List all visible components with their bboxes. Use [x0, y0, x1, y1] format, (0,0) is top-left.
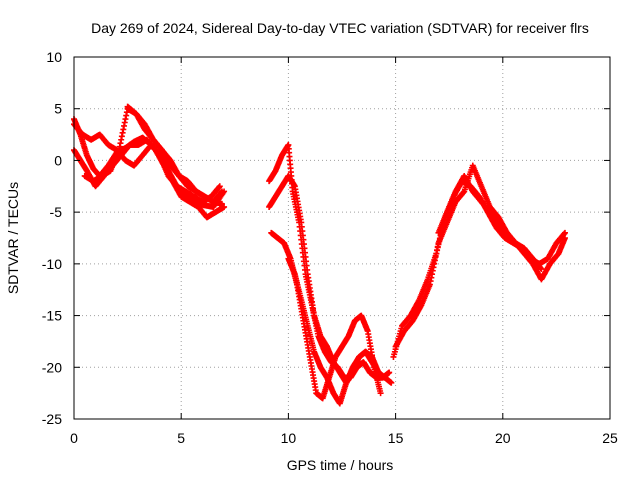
chart-title: Day 269 of 2024, Sidereal Day-to-day VTE…: [91, 20, 589, 36]
x-tick-label: 0: [70, 430, 78, 446]
data-point: [218, 200, 225, 207]
data-point: [216, 183, 223, 190]
x-tick-label: 20: [495, 430, 511, 446]
y-tick-label: 10: [46, 49, 62, 65]
grid: [74, 57, 610, 419]
data-point: [381, 374, 388, 381]
y-axis-label: SDTVAR / TECUs: [5, 182, 21, 294]
y-tick-label: -20: [42, 359, 62, 375]
x-tick-label: 5: [177, 430, 185, 446]
data-point: [218, 188, 225, 195]
x-tick-label: 10: [281, 430, 297, 446]
data-point: [561, 235, 568, 241]
x-tick-label: 15: [388, 430, 404, 446]
y-tick-label: -25: [42, 411, 62, 427]
y-tick-label: 5: [54, 101, 62, 117]
data-point: [386, 369, 393, 376]
data-point: [388, 379, 395, 386]
axis-ticks: [73, 56, 611, 420]
y-tick-label: -15: [42, 308, 62, 324]
x-axis-label: GPS time / hours: [287, 457, 394, 473]
data-point: [538, 266, 545, 273]
data-point: [221, 203, 228, 210]
series-points: [71, 103, 568, 407]
data-point: [377, 390, 384, 397]
y-tick-label: 0: [54, 152, 62, 168]
y-tick-labels: 10 5 0 -5 -10 -15 -20 -25: [42, 49, 62, 427]
x-tick-label: 25: [602, 430, 618, 446]
plot-frame: [73, 56, 611, 420]
y-tick-label: -5: [50, 204, 63, 220]
y-tick-label: -10: [42, 256, 62, 272]
x-tick-labels: 0 5 10 15 20 25: [70, 430, 618, 446]
data-point: [561, 229, 568, 236]
